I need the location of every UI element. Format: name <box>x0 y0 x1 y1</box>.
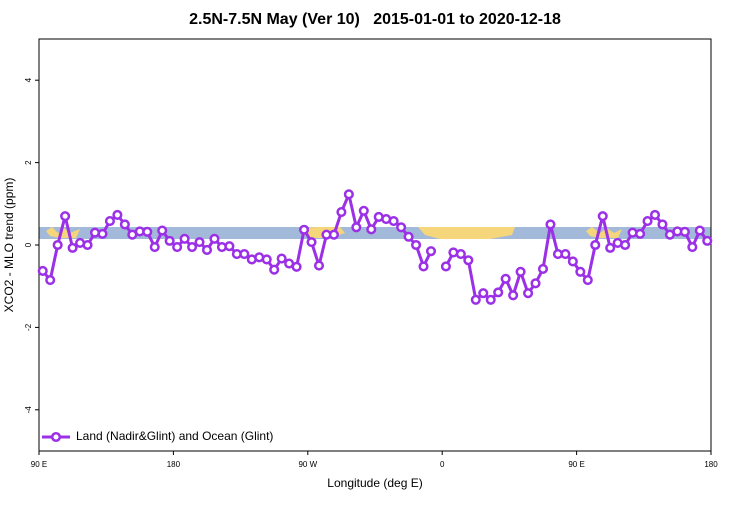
point <box>201 244 213 255</box>
x-tick-label: 180 <box>167 460 181 469</box>
x-tick-label: 180 <box>704 460 718 469</box>
point <box>523 288 534 299</box>
land <box>586 227 622 238</box>
x-tick-label: 90 W <box>298 460 317 469</box>
point <box>299 224 310 235</box>
point <box>313 260 325 271</box>
point <box>590 239 601 251</box>
point <box>455 249 466 260</box>
point <box>269 264 280 275</box>
point <box>336 206 347 218</box>
point <box>261 254 272 265</box>
legend: Land (Nadir&Glint) and Ocean (Glint) <box>42 429 273 443</box>
point <box>179 233 190 244</box>
point <box>515 266 526 277</box>
point <box>508 290 519 301</box>
point <box>694 225 705 236</box>
point <box>45 274 56 286</box>
point <box>657 219 668 230</box>
point <box>194 237 205 248</box>
point <box>209 233 220 244</box>
point <box>597 211 608 222</box>
y-tick-label: 2 <box>24 160 33 165</box>
point <box>679 226 690 237</box>
point <box>560 249 571 260</box>
point <box>649 209 661 220</box>
point <box>291 261 302 272</box>
legend-marker <box>50 431 62 443</box>
point <box>52 239 63 251</box>
ocean-band <box>39 227 711 239</box>
point <box>635 228 646 239</box>
point <box>328 229 339 240</box>
point <box>545 219 556 230</box>
legend-label: Land (Nadir&Glint) and Ocean (Glint) <box>76 429 273 443</box>
point <box>485 294 496 305</box>
point <box>567 256 578 267</box>
point <box>537 263 549 274</box>
point <box>82 239 93 251</box>
point <box>411 239 422 251</box>
point <box>582 274 593 286</box>
point <box>396 222 407 233</box>
point <box>358 205 369 216</box>
y-tick-label: 0 <box>24 242 33 247</box>
x-axis-label: Longitude (deg E) <box>327 476 422 490</box>
point <box>60 211 71 222</box>
x-tick-label: 90 E <box>31 460 47 469</box>
point <box>172 242 183 253</box>
y-axis-label: XCO2 - MLO trend (ppm) <box>2 178 16 313</box>
point <box>157 225 168 236</box>
point <box>142 226 153 237</box>
point <box>463 255 474 266</box>
point <box>493 287 504 298</box>
y-tick-label: -4 <box>24 406 33 414</box>
point <box>575 266 586 277</box>
point <box>440 261 451 272</box>
point <box>702 235 713 246</box>
point <box>343 189 354 200</box>
point <box>605 242 616 253</box>
point <box>119 219 130 230</box>
point <box>351 222 362 233</box>
point <box>37 265 48 277</box>
point <box>239 249 250 260</box>
x-tick-label: 0 <box>440 460 445 469</box>
point <box>425 246 437 257</box>
point <box>224 241 235 252</box>
point <box>620 239 631 251</box>
point <box>470 294 481 305</box>
point <box>530 278 541 289</box>
x-tick-label: 90 E <box>568 460 584 469</box>
point <box>164 235 175 246</box>
land <box>418 227 515 239</box>
point <box>67 242 78 253</box>
point <box>104 216 115 227</box>
y-tick-label: -2 <box>24 323 33 331</box>
point <box>187 242 198 253</box>
point <box>112 209 123 220</box>
point <box>500 273 511 284</box>
point <box>97 228 108 239</box>
point <box>403 231 414 242</box>
point <box>478 288 489 299</box>
point <box>149 242 160 253</box>
land <box>46 227 80 238</box>
point <box>687 242 698 253</box>
point <box>388 216 399 227</box>
point <box>418 261 429 272</box>
y-tick-label: 4 <box>24 77 33 82</box>
point <box>276 253 287 264</box>
chart-title: 2.5N-7.5N May (Ver 10) 2015-01-01 to 202… <box>189 11 561 28</box>
point <box>306 237 317 248</box>
point <box>642 216 653 227</box>
point <box>366 224 377 235</box>
